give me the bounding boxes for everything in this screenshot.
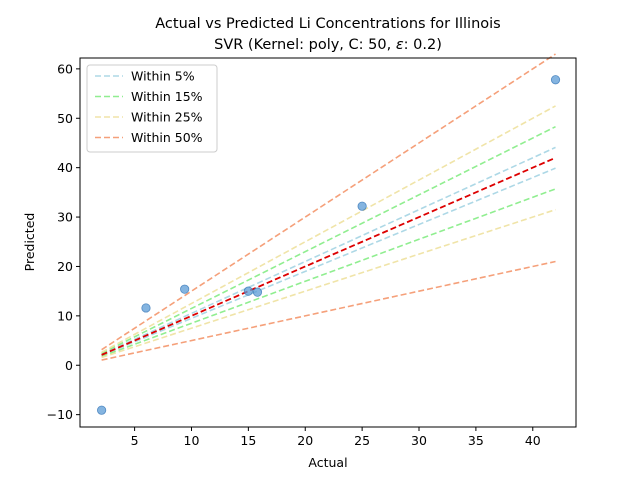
x-tick-label: 35 bbox=[468, 433, 484, 448]
data-point bbox=[252, 287, 263, 297]
band-line-1-lower bbox=[101, 167, 556, 357]
x-tick-label: 30 bbox=[411, 433, 427, 448]
band-line-4-lower bbox=[101, 260, 556, 361]
data-point bbox=[97, 405, 107, 415]
band-line-1-upper bbox=[101, 146, 556, 356]
y-tick-label: 20 bbox=[57, 259, 73, 274]
plot-frame bbox=[79, 57, 577, 428]
y-axis-label: Predicted bbox=[22, 213, 37, 272]
x-tick-label: 15 bbox=[240, 433, 256, 448]
y-tick-label: 0 bbox=[65, 358, 73, 373]
legend-label: Within 50% bbox=[131, 130, 203, 145]
x-axis-label: Actual bbox=[308, 455, 347, 470]
x-axis: 5 10 15 20 25 30 35 40 bbox=[131, 427, 541, 448]
legend-frame bbox=[86, 64, 218, 153]
x-tick-label: 10 bbox=[184, 433, 200, 448]
legend: Within 5% Within 15% Within 25% Within 50% bbox=[86, 64, 218, 153]
band-line-3-upper bbox=[101, 105, 556, 353]
data-point bbox=[550, 75, 561, 85]
chart-subtitle: SVR (Kernel: poly, C: 50, ε: 0.2) bbox=[214, 37, 442, 53]
plot-area bbox=[97, 53, 561, 415]
data-point bbox=[180, 284, 190, 294]
y-tick-label: 50 bbox=[57, 111, 73, 126]
band-line-3-lower bbox=[101, 208, 556, 359]
x-tick-label: 20 bbox=[297, 433, 313, 448]
legend-label: Within 15% bbox=[131, 89, 203, 104]
data-point bbox=[141, 303, 151, 313]
data-point bbox=[357, 201, 367, 211]
y-tick-label: 60 bbox=[57, 61, 73, 76]
y-axis: −10 0 10 20 30 40 50 60 bbox=[47, 61, 80, 422]
y-tick-label: 30 bbox=[57, 210, 73, 225]
x-tick-label: 25 bbox=[354, 433, 370, 448]
x-tick-label: 5 bbox=[131, 433, 139, 448]
band-line-2-lower bbox=[101, 188, 556, 358]
band-line-4-upper bbox=[101, 53, 556, 351]
chart-title: Actual vs Predicted Li Concentrations fo… bbox=[155, 16, 500, 32]
band-line-2-upper bbox=[101, 125, 556, 355]
legend-label: Within 5% bbox=[131, 69, 195, 84]
y-tick-label: 40 bbox=[57, 160, 73, 175]
x-tick-label: 40 bbox=[525, 433, 541, 448]
data-point bbox=[243, 286, 253, 296]
legend-label: Within 25% bbox=[131, 110, 203, 125]
y-tick-label: −10 bbox=[47, 407, 73, 422]
identity-line bbox=[101, 156, 556, 356]
y-tick-label: 10 bbox=[57, 308, 73, 323]
